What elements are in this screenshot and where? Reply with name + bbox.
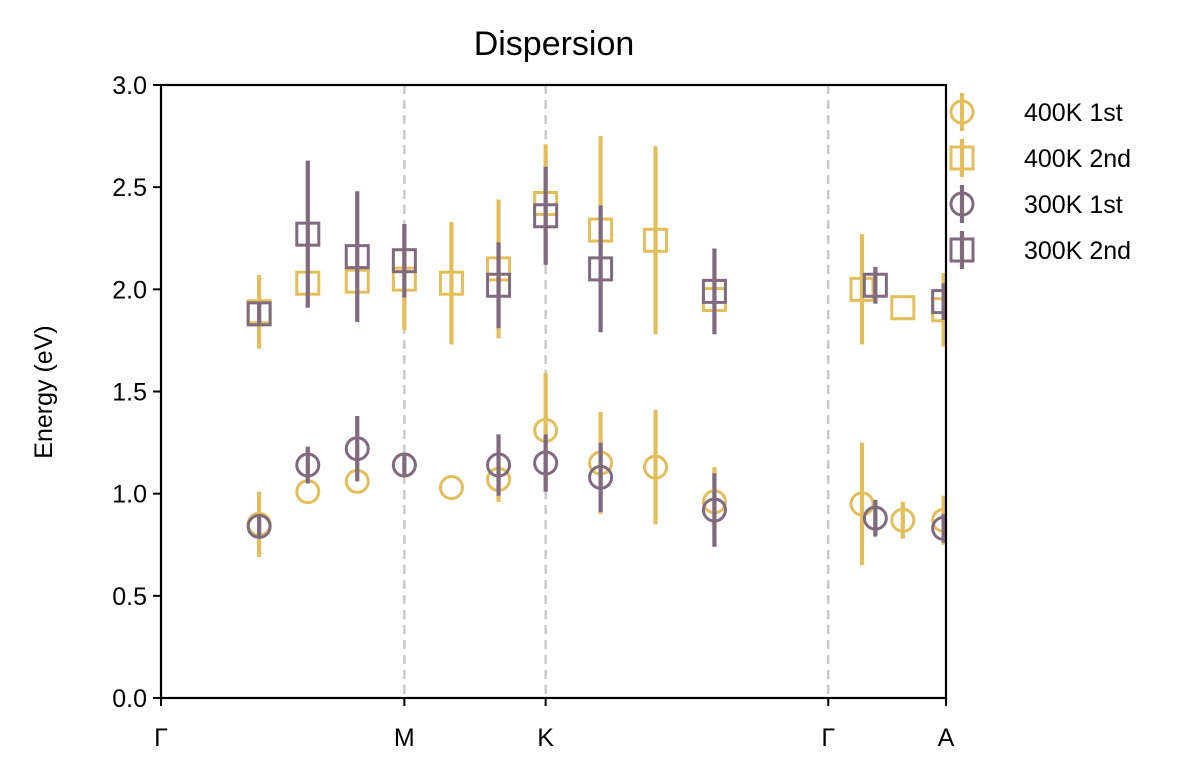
legend-label: 400K 1st [1024,99,1123,127]
data-point [391,248,417,274]
data-point [862,272,888,298]
data-layer [246,136,946,566]
data-point [890,295,916,321]
y-axis-label: Energy (eV) [30,325,58,458]
data-point [701,497,727,523]
legend: 400K 1st 400K 2nd 300K 1st 300K 2nd [949,93,1131,269]
data-point [533,450,559,476]
data-point [344,244,370,270]
data-point [643,454,669,480]
y-tick-label: 2.0 [112,276,147,304]
y-tick-label: 2.5 [112,174,147,202]
series-300k-2nd [246,160,946,335]
y-tick-label: 0.0 [112,685,147,713]
chart-title: Dispersion [474,25,635,63]
data-point [849,491,875,517]
data-point [438,270,464,296]
data-point [588,464,614,490]
y-tick-label: 3.0 [112,72,147,100]
data-point [295,452,321,478]
x-tick-label: M [394,724,415,752]
data-point [890,507,916,533]
legend-entry: 300K 2nd [949,231,1131,269]
x-tick-label: Γ [821,724,835,752]
y-tick-label: 1.5 [112,379,147,407]
data-point [643,227,669,253]
data-point [849,276,875,302]
legend-marker [949,237,975,263]
data-point [533,203,559,229]
x-tick-label: A [938,724,955,752]
data-point [588,256,614,282]
legend-label: 400K 2nd [1024,145,1131,173]
x-tick-label: K [537,724,554,752]
y-tick-label: 0.5 [112,583,147,611]
data-point [486,272,512,298]
legend-marker [949,145,975,171]
y-tick-label: 1.0 [112,481,147,509]
series-300k-1st [246,416,946,547]
legend-marker [949,99,975,125]
data-point [486,452,512,478]
data-point [391,452,417,478]
axis-layer: 0.0 0.5 1.0 1.5 2.0 2.5 3.0 Γ M K Γ A [112,72,954,752]
legend-label: 300K 1st [1024,191,1123,219]
data-point [295,221,321,247]
legend-entry: 300K 1st [949,185,1123,223]
legend-label: 300K 2nd [1024,237,1131,265]
data-point [246,513,272,539]
data-point [295,479,321,505]
legend-entry: 400K 1st [949,93,1123,131]
data-point [246,301,272,327]
legend-entry: 400K 2nd [949,139,1131,177]
data-point [344,436,370,462]
data-point [701,278,727,304]
data-point [862,505,888,531]
data-point [931,515,946,541]
data-point [438,475,464,501]
data-point [931,289,946,315]
x-tick-label: Γ [154,724,168,752]
grid-layer [403,85,830,698]
legend-marker [949,191,975,217]
